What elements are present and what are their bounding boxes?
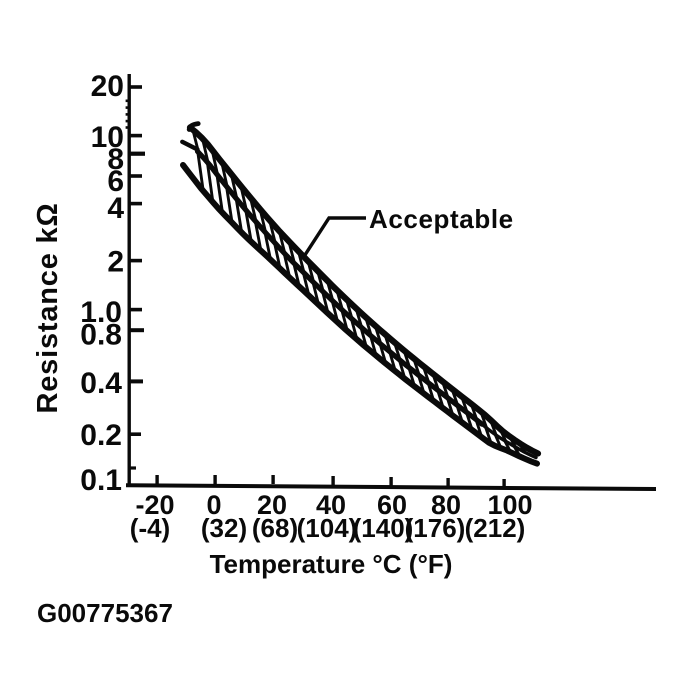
svg-text:0: 0 [206, 490, 221, 520]
svg-text:80: 80 [431, 490, 461, 520]
svg-text:20: 20 [257, 490, 287, 520]
svg-text:1.0: 1.0 [80, 296, 122, 329]
svg-text:10: 10 [91, 121, 124, 154]
svg-text:-20: -20 [135, 490, 174, 520]
svg-text:2: 2 [107, 246, 124, 279]
svg-text:(-4): (-4) [130, 513, 170, 543]
svg-text:4: 4 [107, 192, 124, 225]
svg-text:Resistance kΩ: Resistance kΩ [32, 203, 64, 414]
svg-text:0.4: 0.4 [80, 367, 122, 400]
svg-text:(176): (176) [405, 513, 466, 543]
svg-text:(212): (212) [465, 513, 526, 543]
svg-text:40: 40 [316, 490, 346, 520]
svg-text:20: 20 [91, 70, 124, 103]
svg-text:(32): (32) [201, 513, 247, 543]
svg-text:Acceptable: Acceptable [369, 204, 514, 234]
svg-text:100: 100 [487, 490, 532, 520]
svg-text:(104): (104) [297, 513, 358, 543]
svg-text:0.1: 0.1 [80, 464, 122, 497]
svg-text:8: 8 [107, 143, 124, 176]
svg-text:(68): (68) [252, 513, 298, 543]
svg-text:0.8: 0.8 [80, 319, 122, 352]
svg-text:60: 60 [377, 490, 407, 520]
svg-text:(140): (140) [353, 513, 414, 543]
svg-text:6: 6 [107, 165, 124, 198]
svg-text:0.2: 0.2 [80, 419, 122, 452]
svg-text:Temperature °C (°F): Temperature °C (°F) [210, 549, 453, 579]
svg-text:G00775367: G00775367 [37, 598, 173, 628]
